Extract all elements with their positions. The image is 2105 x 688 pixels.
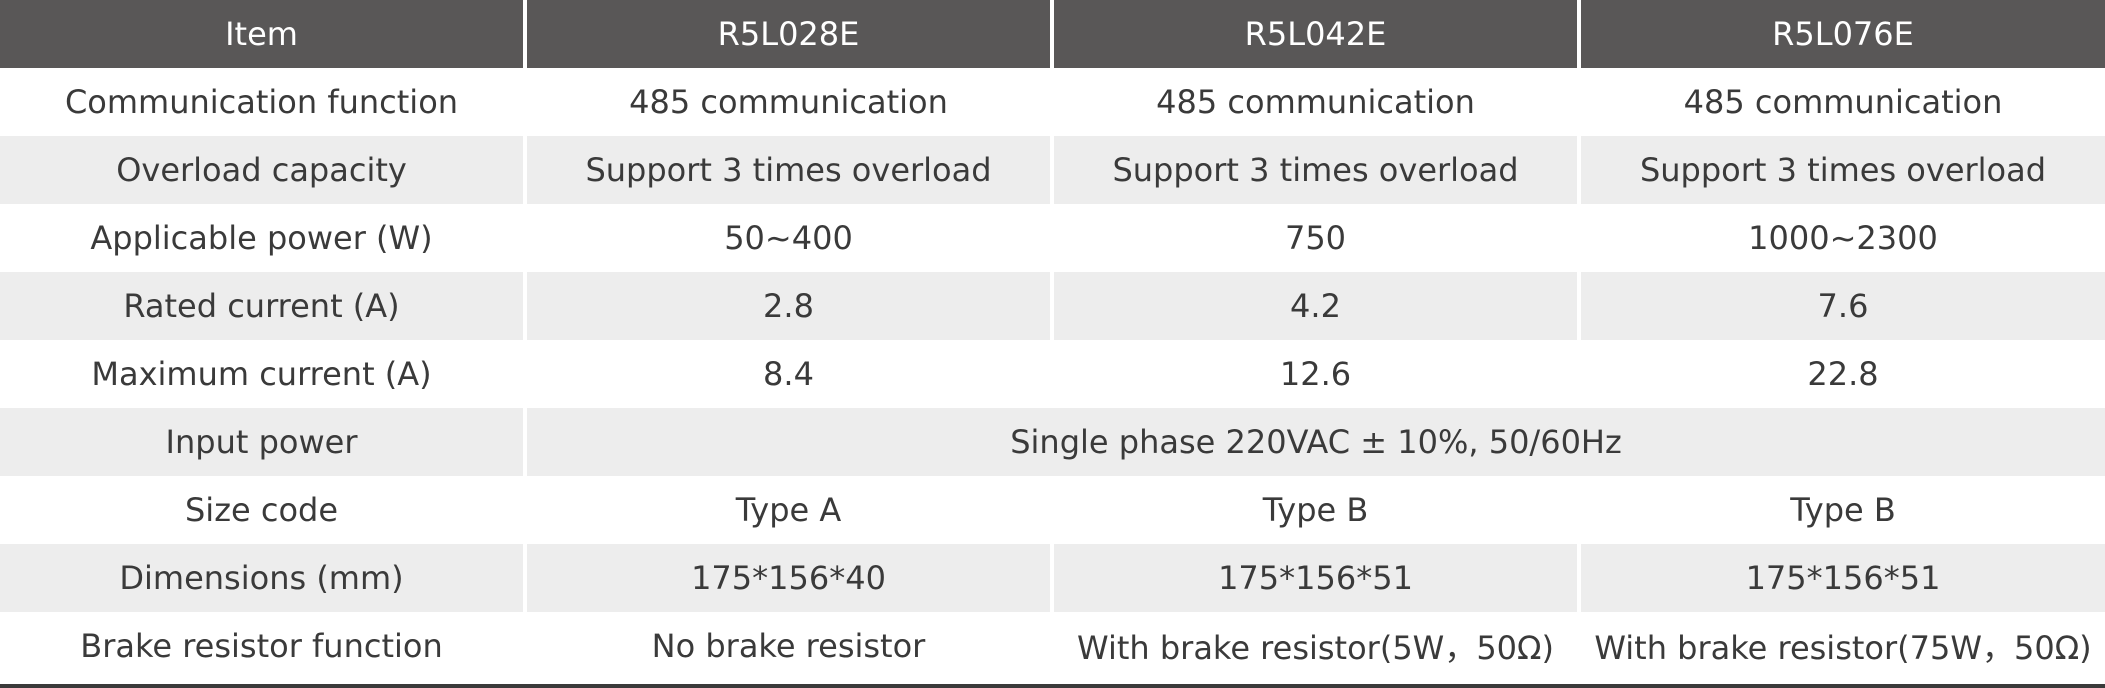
table-row: Brake resistor function No brake resisto… [0, 612, 2105, 680]
header-cell-model-r5l076e: R5L076E [1577, 0, 2105, 68]
row-label: Rated current (A) [0, 272, 525, 340]
header-cell-model-r5l042e: R5L042E [1050, 0, 1579, 68]
table-body: Communication function 485 communication… [0, 68, 2105, 680]
table-cell: 2.8 [523, 272, 1052, 340]
table-row: Size code Type A Type B Type B [0, 476, 2105, 544]
row-label: Overload capacity [0, 136, 525, 204]
table-cell: Support 3 times overload [523, 136, 1052, 204]
table-cell: No brake resistor [523, 612, 1052, 680]
table-cell: 4.2 [1050, 272, 1579, 340]
row-label: Communication function [0, 68, 525, 136]
table-cell: 175*156*51 [1050, 544, 1579, 612]
row-label: Input power [0, 408, 525, 476]
row-label: Maximum current (A) [0, 340, 525, 408]
table-row: Input power Single phase 220VAC ± 10%, 5… [0, 408, 2105, 476]
table-cell: 50~400 [523, 204, 1052, 272]
table-cell: 7.6 [1577, 272, 2105, 340]
table-row: Rated current (A) 2.8 4.2 7.6 [0, 272, 2105, 340]
table-cell: With brake resistor(75W，50Ω) [1577, 612, 2105, 680]
header-cell-model-r5l028e: R5L028E [523, 0, 1052, 68]
table-cell: With brake resistor(5W，50Ω) [1050, 612, 1579, 680]
table-cell: 175*156*51 [1577, 544, 2105, 612]
table-cell: 8.4 [523, 340, 1052, 408]
table-row: Communication function 485 communication… [0, 68, 2105, 136]
table-cell: 485 communication [523, 68, 1052, 136]
table-header: Item R5L028E R5L042E R5L076E [0, 0, 2105, 68]
table-cell: 22.8 [1577, 340, 2105, 408]
table-cell: Type B [1577, 476, 2105, 544]
table-cell: Support 3 times overload [1050, 136, 1579, 204]
table-cell: Type B [1050, 476, 1579, 544]
table-cell: 485 communication [1577, 68, 2105, 136]
merged-cell-input-power: Single phase 220VAC ± 10%, 50/60Hz [523, 408, 2105, 476]
table-row: Dimensions (mm) 175*156*40 175*156*51 17… [0, 544, 2105, 612]
table-cell: 485 communication [1050, 68, 1579, 136]
table-cell: 12.6 [1050, 340, 1579, 408]
row-label: Brake resistor function [0, 612, 525, 680]
table-row: Overload capacity Support 3 times overlo… [0, 136, 2105, 204]
table-cell: 1000~2300 [1577, 204, 2105, 272]
table-cell: 175*156*40 [523, 544, 1052, 612]
table-cell: Type A [523, 476, 1052, 544]
table-bottom-rule [0, 684, 2105, 688]
row-label: Applicable power (W) [0, 204, 525, 272]
table-cell: Support 3 times overload [1577, 136, 2105, 204]
header-cell-item: Item [0, 0, 525, 68]
table-cell: 750 [1050, 204, 1579, 272]
row-label: Dimensions (mm) [0, 544, 525, 612]
table-row: Applicable power (W) 50~400 750 1000~230… [0, 204, 2105, 272]
header-row: Item R5L028E R5L042E R5L076E [0, 0, 2105, 68]
table-row: Maximum current (A) 8.4 12.6 22.8 [0, 340, 2105, 408]
row-label: Size code [0, 476, 525, 544]
